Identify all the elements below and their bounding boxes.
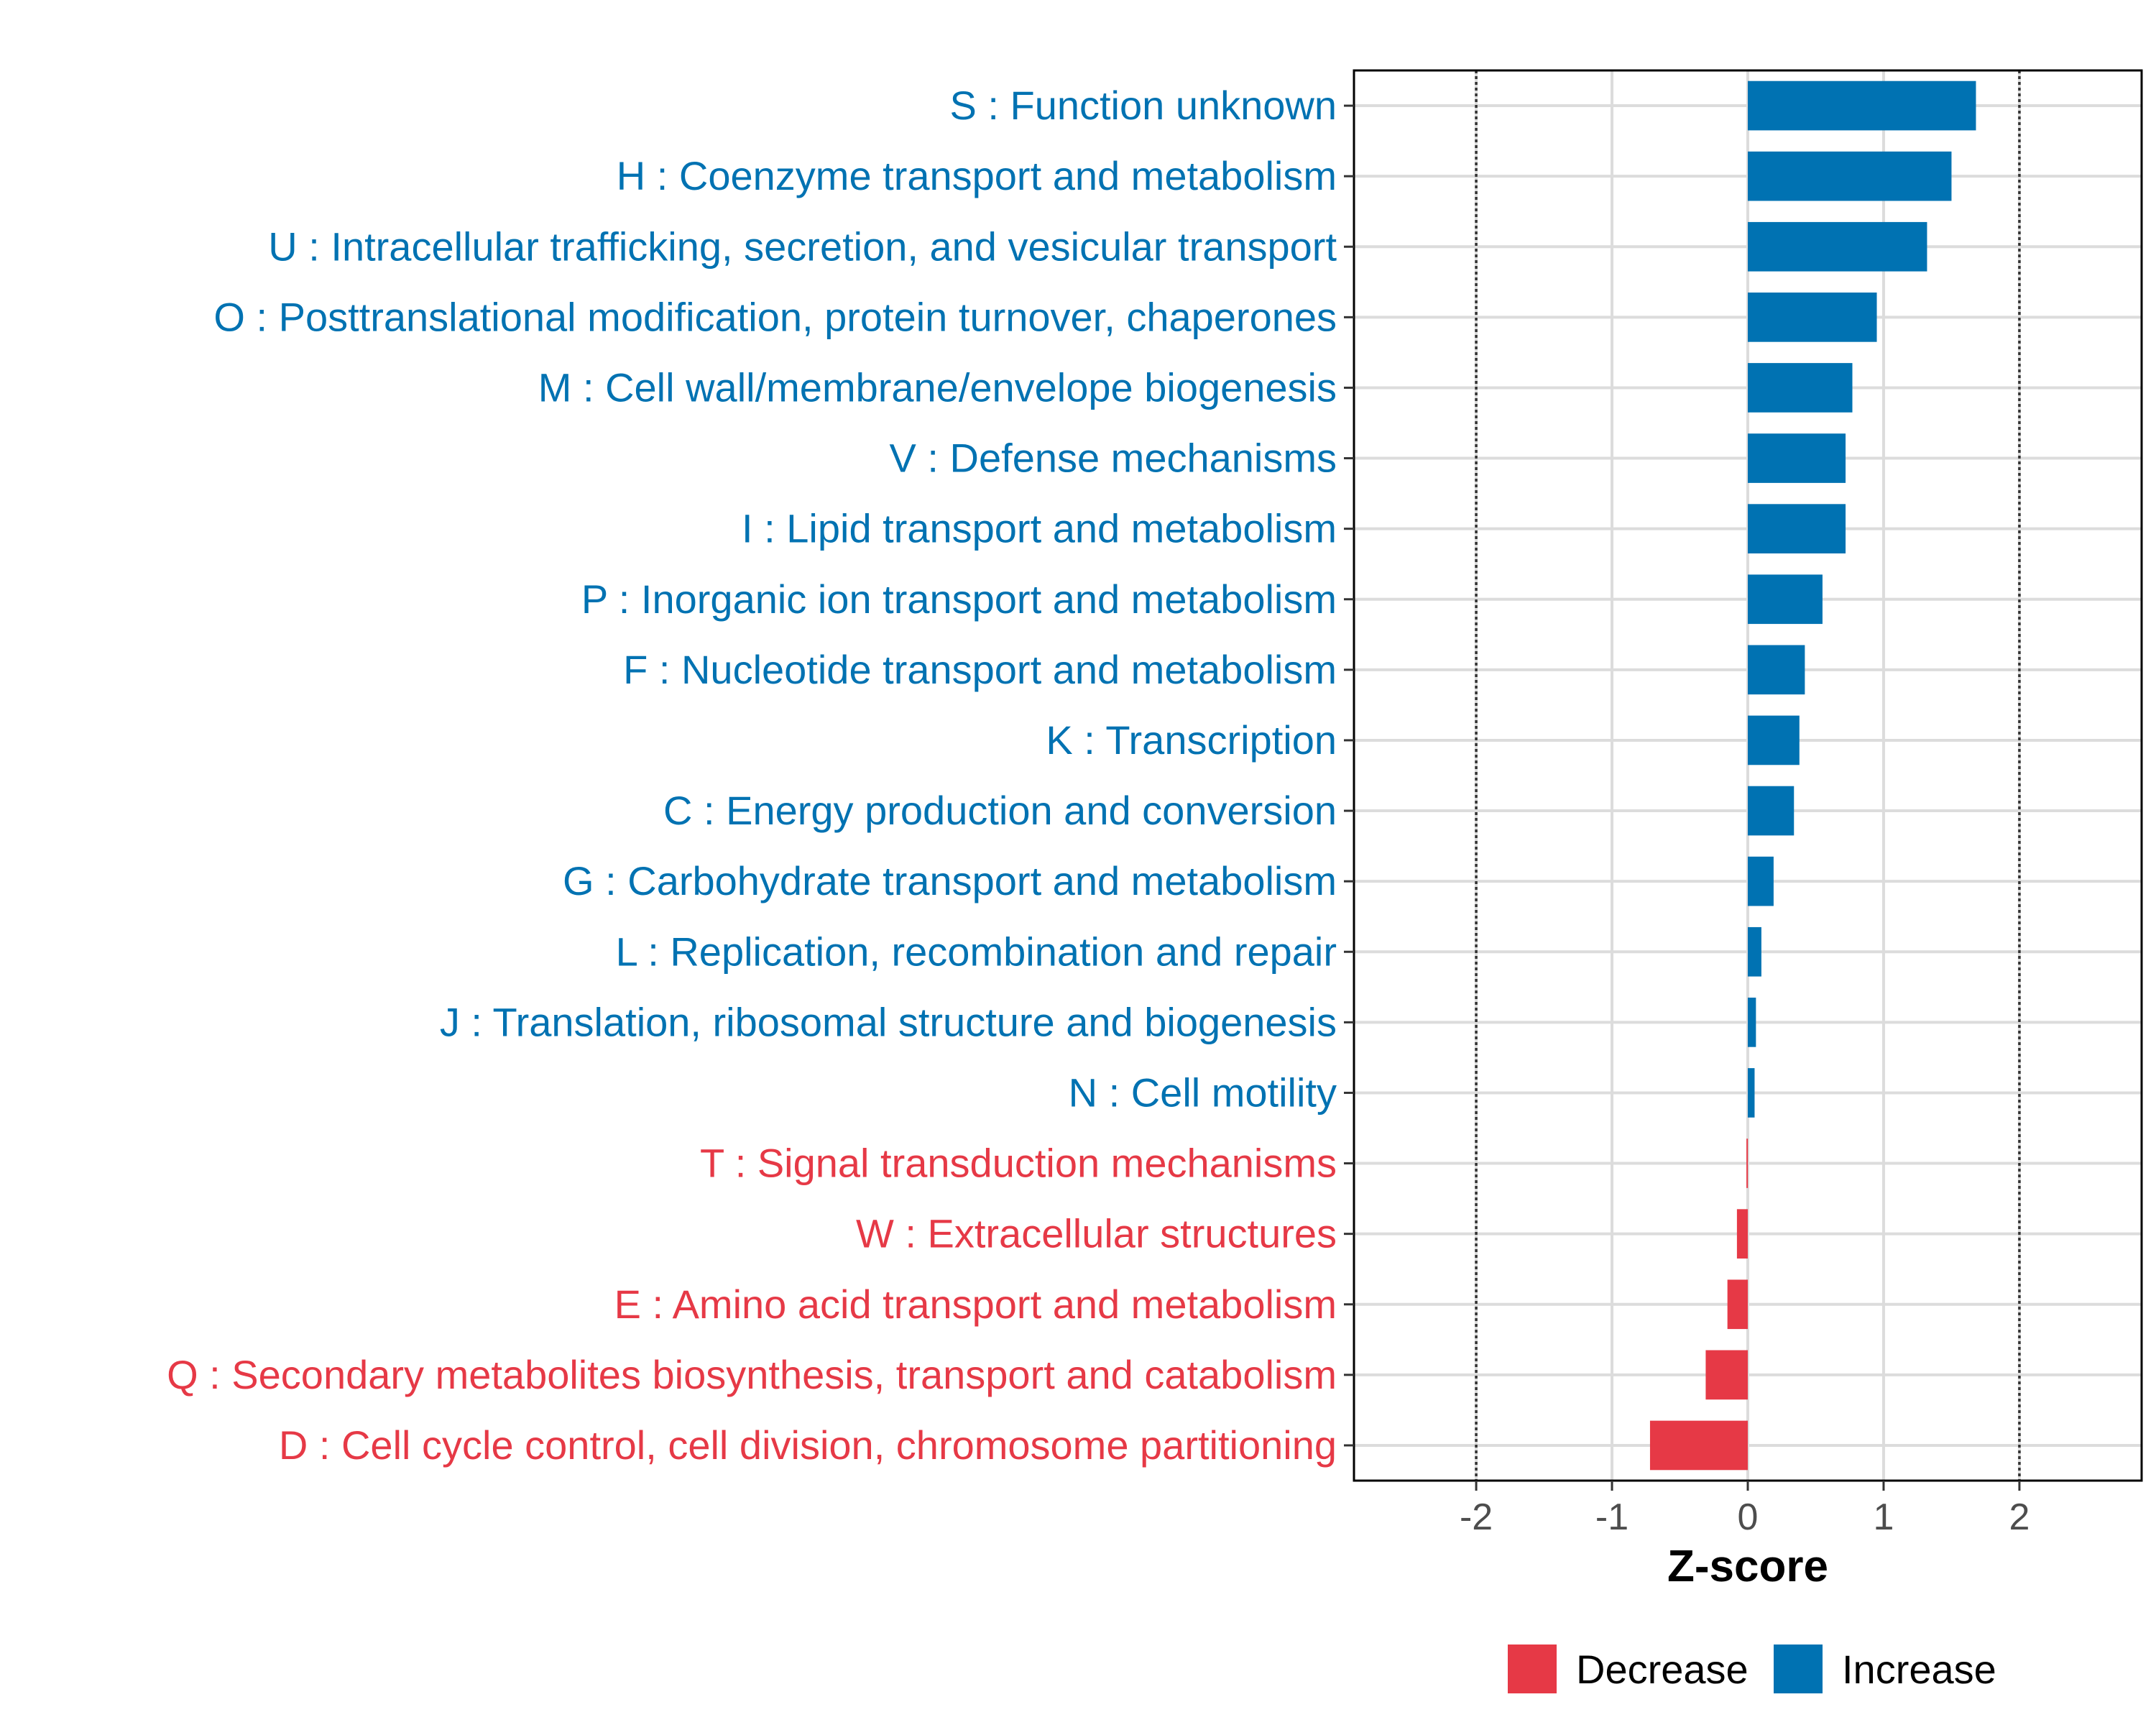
bar-e bbox=[1727, 1279, 1748, 1330]
legend-key-increase bbox=[1774, 1644, 1823, 1693]
bar-i bbox=[1748, 504, 1846, 553]
bar-d bbox=[1649, 1420, 1748, 1471]
bar-p bbox=[1748, 574, 1823, 625]
x-axis-title: Z-score bbox=[1667, 1542, 1828, 1591]
y-tick-label: T : Signal transduction mechanisms bbox=[700, 1141, 1337, 1186]
y-tick-label: D : Cell cycle control, cell division, c… bbox=[279, 1422, 1337, 1468]
y-tick-label: G : Carbohydrate transport and metabolis… bbox=[563, 858, 1337, 903]
bar-v bbox=[1748, 433, 1846, 483]
bar-t bbox=[1746, 1138, 1749, 1188]
x-axis: -2 -1 0 1 2 bbox=[1460, 1481, 2030, 1538]
legend-key-decrease bbox=[1508, 1644, 1557, 1693]
y-tick-label: K : Transcription bbox=[1046, 717, 1337, 763]
y-tick-label: O : Posttranslational modification, prot… bbox=[213, 294, 1337, 339]
bars bbox=[1649, 80, 1976, 1471]
y-tick-label: P : Inorganic ion transport and metaboli… bbox=[581, 576, 1337, 622]
y-tick-label: V : Defense mechanisms bbox=[890, 436, 1337, 481]
bar-m bbox=[1748, 363, 1853, 413]
y-tick-label: F : Nucleotide transport and metabolism bbox=[623, 647, 1337, 692]
y-tick-label: W : Extracellular structures bbox=[856, 1211, 1337, 1256]
y-tick-label: N : Cell motility bbox=[1069, 1070, 1337, 1115]
y-tick-label: I : Lipid transport and metabolism bbox=[742, 506, 1337, 551]
x-tick-label: 1 bbox=[1874, 1496, 1894, 1538]
y-tick-label: C : Energy production and conversion bbox=[663, 788, 1337, 833]
y-tick-label: Q : Secondary metabolites biosynthesis, … bbox=[167, 1352, 1337, 1397]
gridlines bbox=[1354, 70, 2142, 1481]
bar-j bbox=[1748, 998, 1756, 1047]
bar-o bbox=[1748, 293, 1877, 342]
bar-q bbox=[1705, 1350, 1748, 1400]
bar-k bbox=[1748, 715, 1800, 765]
y-tick-label: S : Function unknown bbox=[949, 83, 1337, 128]
y-axis: S : Function unknown H : Coenzyme transpo… bbox=[167, 83, 1354, 1468]
bar-n bbox=[1748, 1068, 1755, 1118]
x-tick-label: 2 bbox=[2009, 1496, 2030, 1538]
legend: Decrease Increase bbox=[1508, 1644, 1996, 1693]
y-tick-label: H : Coenzyme transport and metabolism bbox=[617, 153, 1337, 198]
x-tick-label: 0 bbox=[1738, 1496, 1759, 1538]
y-tick-label: U : Intracellular trafficking, secretion… bbox=[268, 224, 1337, 269]
bar-f bbox=[1748, 645, 1805, 695]
bar-g bbox=[1748, 856, 1774, 906]
bar-s bbox=[1748, 80, 1976, 131]
legend-label-increase: Increase bbox=[1842, 1647, 1996, 1692]
bar-u bbox=[1748, 221, 1927, 272]
y-tick-label: E : Amino acid transport and metabolism bbox=[614, 1282, 1337, 1327]
x-tick-label: -1 bbox=[1595, 1496, 1628, 1538]
bar-w bbox=[1736, 1209, 1748, 1259]
bar-l bbox=[1748, 926, 1761, 977]
y-tick-label: L : Replication, recombination and repai… bbox=[616, 929, 1337, 974]
bar-c bbox=[1748, 786, 1795, 836]
legend-label-decrease: Decrease bbox=[1576, 1647, 1749, 1692]
y-tick-label: M : Cell wall/membrane/envelope biogenes… bbox=[538, 364, 1337, 410]
y-tick-label: J : Translation, ribosomal structure and… bbox=[440, 999, 1337, 1044]
bar-h bbox=[1748, 151, 1952, 201]
x-tick-label: -2 bbox=[1460, 1496, 1493, 1538]
